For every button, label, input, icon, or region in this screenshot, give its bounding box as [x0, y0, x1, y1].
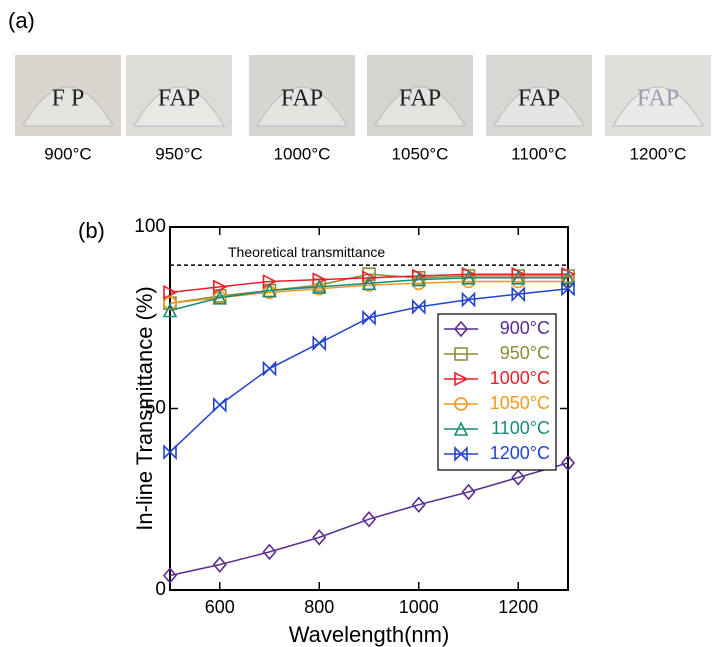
y-tick-label: 0 [155, 579, 166, 600]
y-tick-label: 50 [145, 398, 166, 419]
marker [411, 271, 427, 287]
sample-disc [493, 86, 585, 127]
sample-caption: 950°C [155, 144, 202, 163]
y-axis-label: In-line Transmittance (%) [132, 286, 157, 531]
marker [312, 281, 327, 296]
photo-text: FAP [281, 86, 323, 112]
marker [361, 275, 377, 291]
sample-photo [126, 55, 232, 136]
x-tick-label: 800 [304, 597, 334, 617]
panel-label: (b) [78, 218, 105, 243]
legend-label: 1200°C [490, 443, 550, 463]
reference-label: Theoretical transmittance [228, 244, 385, 260]
marker [362, 278, 376, 292]
marker [262, 285, 277, 300]
sample-photo [605, 55, 711, 136]
marker [162, 302, 178, 318]
sample-disc [256, 86, 348, 127]
marker [361, 510, 377, 528]
sample-disc [374, 86, 466, 127]
marker [163, 444, 177, 460]
legend-marker [453, 320, 469, 338]
marker [212, 289, 228, 305]
sample-photo [249, 55, 355, 136]
sample-disc [133, 86, 225, 127]
marker [511, 274, 526, 289]
series-line [169, 280, 568, 304]
marker [162, 567, 178, 584]
marker [411, 496, 426, 513]
x-tick-label: 600 [205, 597, 235, 617]
panel-label: (a) [8, 8, 35, 33]
marker [411, 298, 426, 315]
series-line [169, 462, 569, 577]
legend-marker [454, 397, 468, 411]
marker [461, 270, 476, 285]
sample-caption: 900°C [44, 144, 91, 163]
sample-caption: 1050°C [392, 144, 449, 163]
marker [212, 556, 227, 573]
marker [312, 529, 327, 546]
legend-label: 1050°C [490, 393, 550, 413]
marker [362, 270, 377, 286]
marker [511, 286, 526, 303]
marker [461, 291, 476, 308]
photo-text: FAP [158, 86, 200, 112]
sample-photo [367, 55, 473, 136]
legend-marker [454, 347, 468, 361]
marker [262, 360, 277, 377]
marker [163, 285, 178, 300]
legend-marker [454, 446, 468, 462]
legend-marker [454, 371, 469, 387]
photo-text: FAP [518, 86, 560, 112]
marker [262, 543, 277, 561]
legend-marker [453, 421, 469, 436]
marker [560, 454, 576, 472]
marker [163, 296, 177, 311]
sample-photo [486, 55, 592, 136]
x-axis-label: Wavelength(nm) [289, 622, 450, 647]
marker [461, 483, 476, 501]
photo-text: F P [52, 86, 85, 112]
marker [560, 270, 576, 285]
series-line [169, 277, 568, 312]
sample-photo [15, 55, 121, 136]
marker [461, 274, 476, 289]
marker [561, 274, 575, 289]
marker [212, 279, 228, 295]
marker [262, 282, 277, 298]
sample-disc [612, 86, 704, 127]
sample-disc [22, 86, 114, 127]
x-tick-label: 1200 [498, 597, 538, 617]
y-tick-label: 100 [134, 216, 166, 237]
marker [411, 276, 426, 291]
marker [561, 280, 575, 297]
marker [312, 335, 327, 352]
legend-box [437, 313, 557, 471]
marker [510, 270, 526, 285]
legend-label: 1100°C [491, 418, 550, 438]
photo-text: FAP [399, 86, 441, 112]
sample-caption: 1100°C [511, 144, 567, 163]
legend-label: 1000°C [490, 368, 550, 388]
legend-label: 900°C [500, 318, 550, 338]
sample-caption: 1200°C [630, 144, 687, 163]
x-tick-label: 1000 [399, 597, 439, 617]
marker [511, 469, 526, 486]
photo-text: FAP [637, 86, 679, 112]
sample-caption: 1000°C [274, 144, 331, 163]
marker [311, 279, 327, 294]
marker [212, 396, 227, 413]
marker [362, 309, 376, 326]
legend-label: 950°C [500, 343, 550, 363]
